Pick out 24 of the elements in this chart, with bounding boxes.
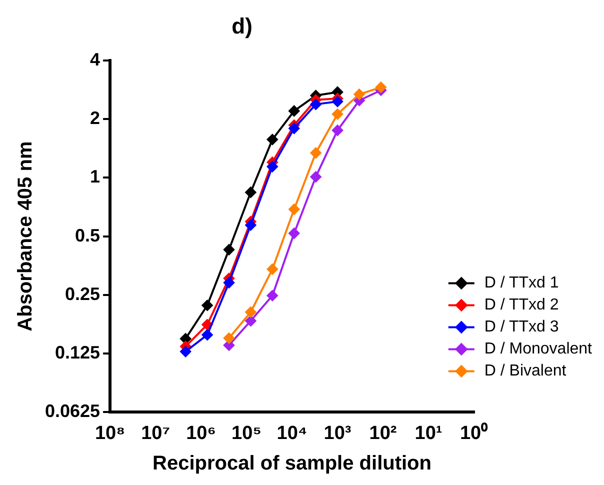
x-tick-label: 10⁶ [186,422,216,444]
y-tick-label: 0.5 [75,225,100,246]
legend-label: D / TTxd 2 [484,296,559,314]
x-tick-label: 10⁵ [232,422,262,444]
y-tick-label: 2 [90,108,100,128]
y-tick-label: 4 [90,49,100,70]
x-tick-label: 10¹ [414,422,442,444]
y-tick-label: 0.25 [65,284,100,304]
y-tick-label: 0.125 [55,342,100,363]
x-tick-label: 10² [369,422,397,444]
x-tick-label: 10⁰ [460,422,488,444]
legend-label: D / TTxd 3 [484,318,559,336]
x-tick-label: 10⁷ [141,422,170,444]
legend-label: D / TTxd 1 [484,274,559,292]
y-axis-title: Absorbance 405 nm [14,141,37,332]
legend-label: D / Bivalent [484,362,567,380]
x-tick-label: 10³ [324,422,352,444]
x-tick-label: 10⁴ [276,422,308,444]
chart-title: d) [232,13,252,38]
y-tick-label: 1 [90,166,100,187]
x-tick-label: 10⁸ [94,422,126,444]
legend-label: D / Monovalent [484,340,593,358]
y-tick-label: 0.0625 [44,401,100,422]
x-axis-title: Reciprocal of sample dilution [152,452,432,475]
